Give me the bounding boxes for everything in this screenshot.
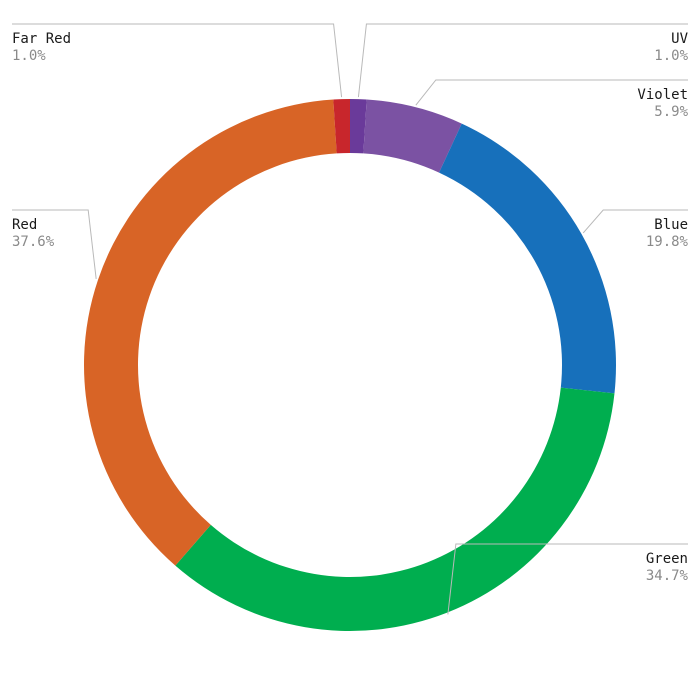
slice-far-red — [333, 99, 350, 154]
leader-line-far-red — [12, 23, 343, 98]
slice-blue — [439, 123, 616, 394]
leader-line-green — [447, 543, 688, 615]
slice-value-blue: 19.8% — [646, 234, 689, 250]
slice-green — [175, 387, 615, 631]
leader-line-violet — [415, 79, 688, 106]
leader-line-uv — [357, 23, 688, 98]
donut-slices — [83, 99, 616, 631]
leader-lines — [12, 23, 688, 615]
slice-uv — [350, 99, 367, 154]
slice-value-green: 34.7% — [646, 568, 689, 584]
slice-value-violet: 5.9% — [654, 104, 688, 120]
slice-red — [83, 99, 337, 566]
slice-label-red: Red — [12, 217, 37, 233]
leader-line-blue — [582, 209, 688, 234]
slice-value-uv: 1.0% — [654, 48, 688, 64]
slice-label-blue: Blue — [654, 217, 688, 233]
slice-violet — [363, 99, 462, 173]
leader-line-red — [12, 209, 97, 280]
slice-value-far-red: 1.0% — [12, 48, 46, 64]
slice-label-green: Green — [646, 551, 688, 567]
slice-labels: UV1.0%Violet5.9%Blue19.8%Green34.7%Red37… — [12, 31, 689, 584]
slice-label-violet: Violet — [637, 87, 688, 103]
slice-label-far-red: Far Red — [12, 31, 71, 47]
slice-value-red: 37.6% — [12, 234, 55, 250]
slice-label-uv: UV — [671, 31, 688, 47]
